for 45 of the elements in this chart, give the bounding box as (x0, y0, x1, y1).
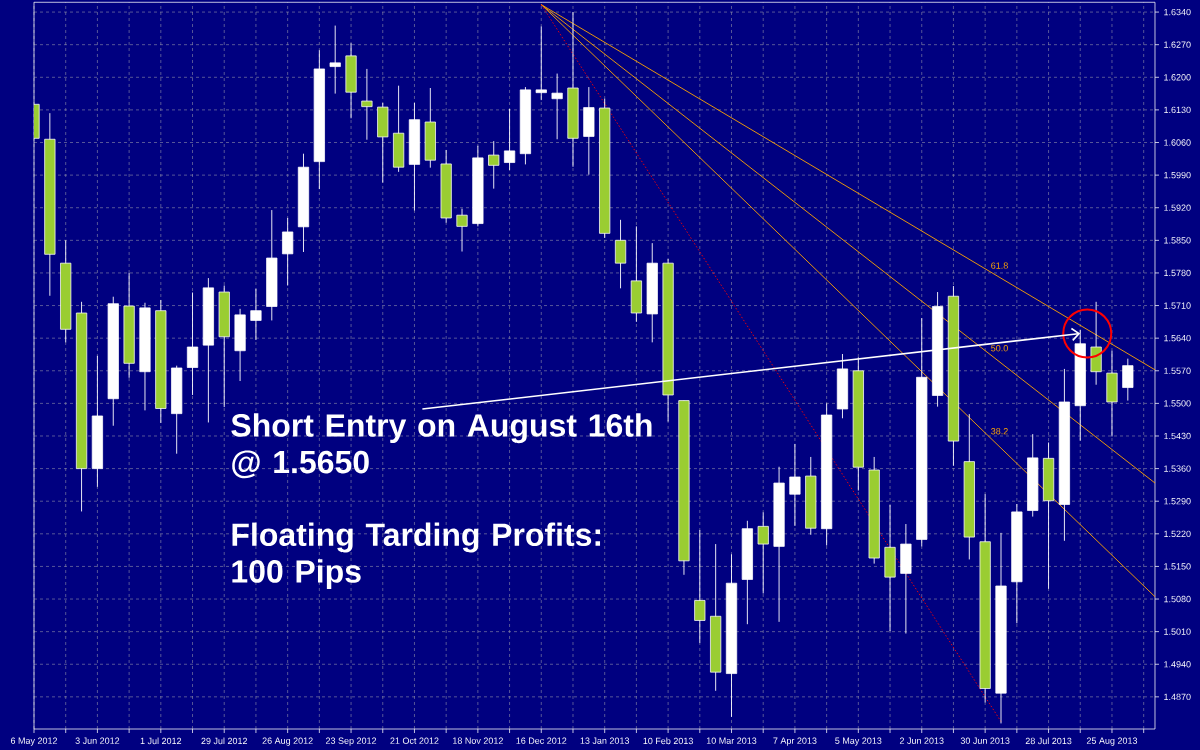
x-tick-label: 30 Jun 2013 (960, 737, 1010, 744)
y-tick-label: 1.5010 (1164, 628, 1191, 635)
x-tick-label: 2 Jun 2013 (899, 737, 944, 744)
x-tick-label: 3 Jun 2012 (75, 737, 120, 744)
y-tick-label: 1.5920 (1164, 204, 1191, 211)
x-tick-label: 28 Jul 2013 (1025, 737, 1072, 745)
x-tick-label: 21 Oct 2012 (390, 737, 439, 744)
y-tick-label: 1.5360 (1164, 465, 1191, 472)
y-tick-label: 1.5430 (1164, 432, 1191, 440)
y-tick-label: 1.6270 (1164, 41, 1191, 48)
series-label: 61.8 (991, 262, 1008, 269)
x-tick-label: 25 Aug 2013 (1086, 737, 1138, 746)
series-label: 38.2 (991, 428, 1008, 435)
y-tick-label: 1.5500 (1164, 400, 1191, 407)
y-tick-label: 1.5990 (1164, 171, 1191, 179)
series-label: 50.0 (991, 345, 1008, 352)
y-tick-label: 1.6060 (1164, 139, 1191, 146)
x-tick-label: 26 Aug 2012 (262, 737, 313, 746)
y-tick-label: 1.5570 (1164, 367, 1191, 374)
x-tick-label: 16 Dec 2012 (516, 737, 567, 744)
y-tick-label: 1.6200 (1164, 74, 1191, 81)
y-tick-label: 1.5780 (1164, 269, 1191, 277)
x-tick-label: 10 Feb 2013 (643, 737, 693, 745)
x-tick-label: 29 Jul 2012 (201, 737, 248, 745)
x-tick-label: 13 Jan 2013 (580, 737, 630, 744)
y-tick-label: 1.5150 (1164, 563, 1191, 570)
x-tick-label: 6 May 2012 (10, 737, 58, 746)
y-tick-label: 1.5640 (1164, 334, 1191, 342)
y-tick-label: 1.5850 (1164, 237, 1191, 244)
y-tick-label: 1.4870 (1164, 693, 1191, 701)
x-tick-label: 5 May 2013 (835, 737, 882, 746)
x-tick-label: 10 Mar 2013 (706, 737, 757, 744)
x-tick-label: 1 Jul 2012 (140, 737, 182, 745)
y-tick-label: 1.5220 (1164, 530, 1191, 538)
x-tick-label: 18 Nov 2012 (453, 737, 503, 744)
y-tick-label: 1.5290 (1164, 498, 1191, 505)
x-tick-label: 23 Sep 2012 (325, 737, 377, 746)
y-tick-label: 1.4940 (1164, 661, 1191, 668)
y-tick-label: 1.5710 (1164, 302, 1191, 309)
y-tick-label: 1.6340 (1164, 8, 1191, 16)
y-tick-label: 1.5080 (1164, 595, 1191, 603)
y-tick-label: 1.6130 (1164, 106, 1191, 114)
annotation: Floating Tarding Profits: 100 Pips (232, 522, 601, 590)
x-tick-label: 7 Apr 2013 (773, 737, 817, 746)
annotation: Short Entry on August 16th @ 1.5650 (231, 413, 652, 479)
